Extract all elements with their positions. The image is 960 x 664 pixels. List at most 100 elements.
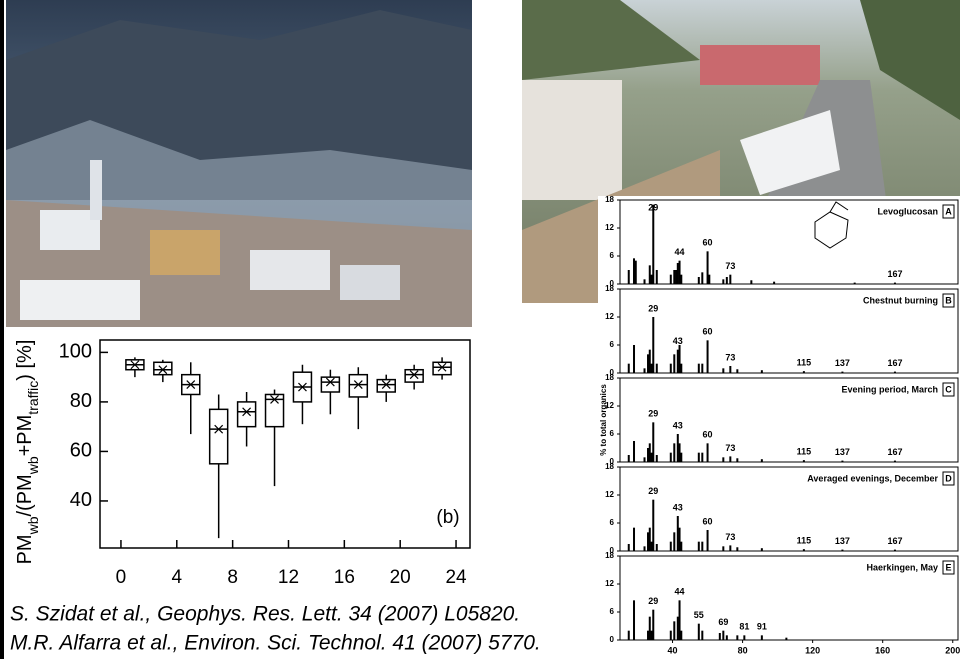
peak-bar	[656, 270, 658, 284]
peak-bar	[736, 458, 738, 462]
box	[405, 370, 423, 382]
spectrum-title: Haerkingen, May	[866, 562, 938, 572]
peak-label: 137	[835, 358, 850, 368]
slide: 40608010004812162024PMwb/(PMwb+PMtraffic…	[0, 0, 960, 659]
x-tick-label: 200	[945, 645, 960, 655]
peak-bar	[656, 364, 658, 373]
peak-bar	[677, 617, 679, 640]
peak-bar	[644, 368, 646, 373]
peak-bar	[649, 528, 651, 551]
y-label-subscript: traffic	[25, 381, 41, 415]
x-tick-label: 12	[278, 567, 299, 588]
y-tick-label: 18	[605, 551, 614, 560]
peak-bar	[628, 455, 630, 462]
box	[210, 409, 228, 463]
peak-bar	[633, 528, 635, 551]
y-tick-label: 12	[605, 312, 614, 321]
y-tick-label: 6	[610, 518, 615, 527]
x-tick-label: 0	[116, 567, 127, 588]
peak-bar	[773, 282, 775, 284]
box	[349, 375, 367, 397]
peak-bar	[803, 549, 805, 551]
spectrum-title: Chestnut burning	[863, 295, 938, 305]
box	[321, 377, 339, 392]
peak-bar	[701, 272, 703, 284]
peak-bar	[729, 456, 731, 462]
peak-bar	[651, 364, 653, 373]
peak-bar	[722, 279, 724, 284]
box	[377, 380, 395, 392]
peak-bar	[841, 372, 843, 373]
x-tick-label: 16	[334, 567, 355, 588]
peak-bar	[651, 542, 653, 551]
peak-bar	[628, 364, 630, 373]
y-tick-label: 18	[605, 373, 614, 382]
peak-bar	[736, 635, 738, 640]
y-label-part: +PM	[14, 415, 36, 457]
peak-label: 115	[797, 447, 812, 457]
peak-bar	[707, 530, 709, 551]
y-label-part: PM	[14, 534, 36, 564]
peak-bar	[707, 340, 709, 373]
y-tick-label: 100	[59, 341, 92, 363]
peak-label: 69	[718, 617, 728, 627]
town-photo	[6, 0, 472, 327]
peak-bar	[722, 631, 724, 640]
y-label-subscript: wb	[25, 516, 41, 535]
y-axis-label: PMwb/(PMwb+PMtraffic) [%]	[14, 340, 40, 565]
spectrum-title: Levoglucosan	[877, 206, 938, 216]
peak-label: 43	[673, 502, 683, 512]
peak-bar	[647, 631, 649, 640]
peak-bar	[651, 275, 653, 284]
peak-label: 60	[703, 430, 713, 440]
peak-bar	[894, 461, 896, 462]
spectrum-title: Evening period, March	[841, 384, 938, 394]
peak-bar	[679, 345, 681, 373]
peak-label: 137	[835, 536, 850, 546]
peak-bar	[670, 275, 672, 284]
peak-bar	[726, 277, 728, 284]
peak-bar	[719, 633, 721, 640]
peak-bar	[649, 617, 651, 640]
peak-bar	[894, 283, 896, 284]
peak-bar	[652, 610, 654, 640]
peak-bar	[680, 453, 682, 462]
y-tick-label: 60	[70, 440, 92, 462]
peak-label: 60	[703, 327, 713, 337]
peak-bar	[803, 371, 805, 373]
peak-bar	[673, 354, 675, 373]
peak-bar	[670, 542, 672, 551]
x-tick-label: 80	[738, 645, 748, 655]
x-tick-label: 24	[445, 567, 467, 588]
peak-bar	[680, 364, 682, 373]
peak-label: 60	[703, 516, 713, 526]
peak-label: 167	[887, 358, 902, 368]
peak-bar	[644, 279, 646, 284]
peak-bar	[761, 370, 763, 373]
peak-bar	[679, 600, 681, 640]
peak-bar	[656, 544, 658, 551]
peak-bar	[647, 448, 649, 462]
peak-bar	[722, 368, 724, 373]
peak-label: 73	[725, 261, 735, 271]
peak-label: 43	[673, 336, 683, 346]
peak-label: 137	[835, 447, 850, 457]
y-tick-label: 0	[610, 635, 615, 644]
peak-label: 73	[725, 352, 735, 362]
peak-bar	[633, 258, 635, 284]
peak-bar	[677, 516, 679, 551]
peak-bar	[633, 600, 635, 640]
peak-label: 29	[648, 409, 658, 419]
y-tick-label: 40	[70, 489, 92, 511]
peak-bar	[635, 261, 637, 284]
citation: M.R. Alfarra et al., Environ. Sci. Techn…	[10, 632, 541, 655]
peak-bar	[649, 443, 651, 462]
peak-bar	[647, 532, 649, 551]
peak-label: 167	[887, 536, 902, 546]
peak-bar	[633, 441, 635, 462]
peak-bar	[736, 547, 738, 551]
spectrum-tag: E	[945, 562, 951, 572]
peak-bar	[701, 631, 703, 640]
peak-bar	[743, 635, 745, 640]
peak-bar	[841, 550, 843, 551]
